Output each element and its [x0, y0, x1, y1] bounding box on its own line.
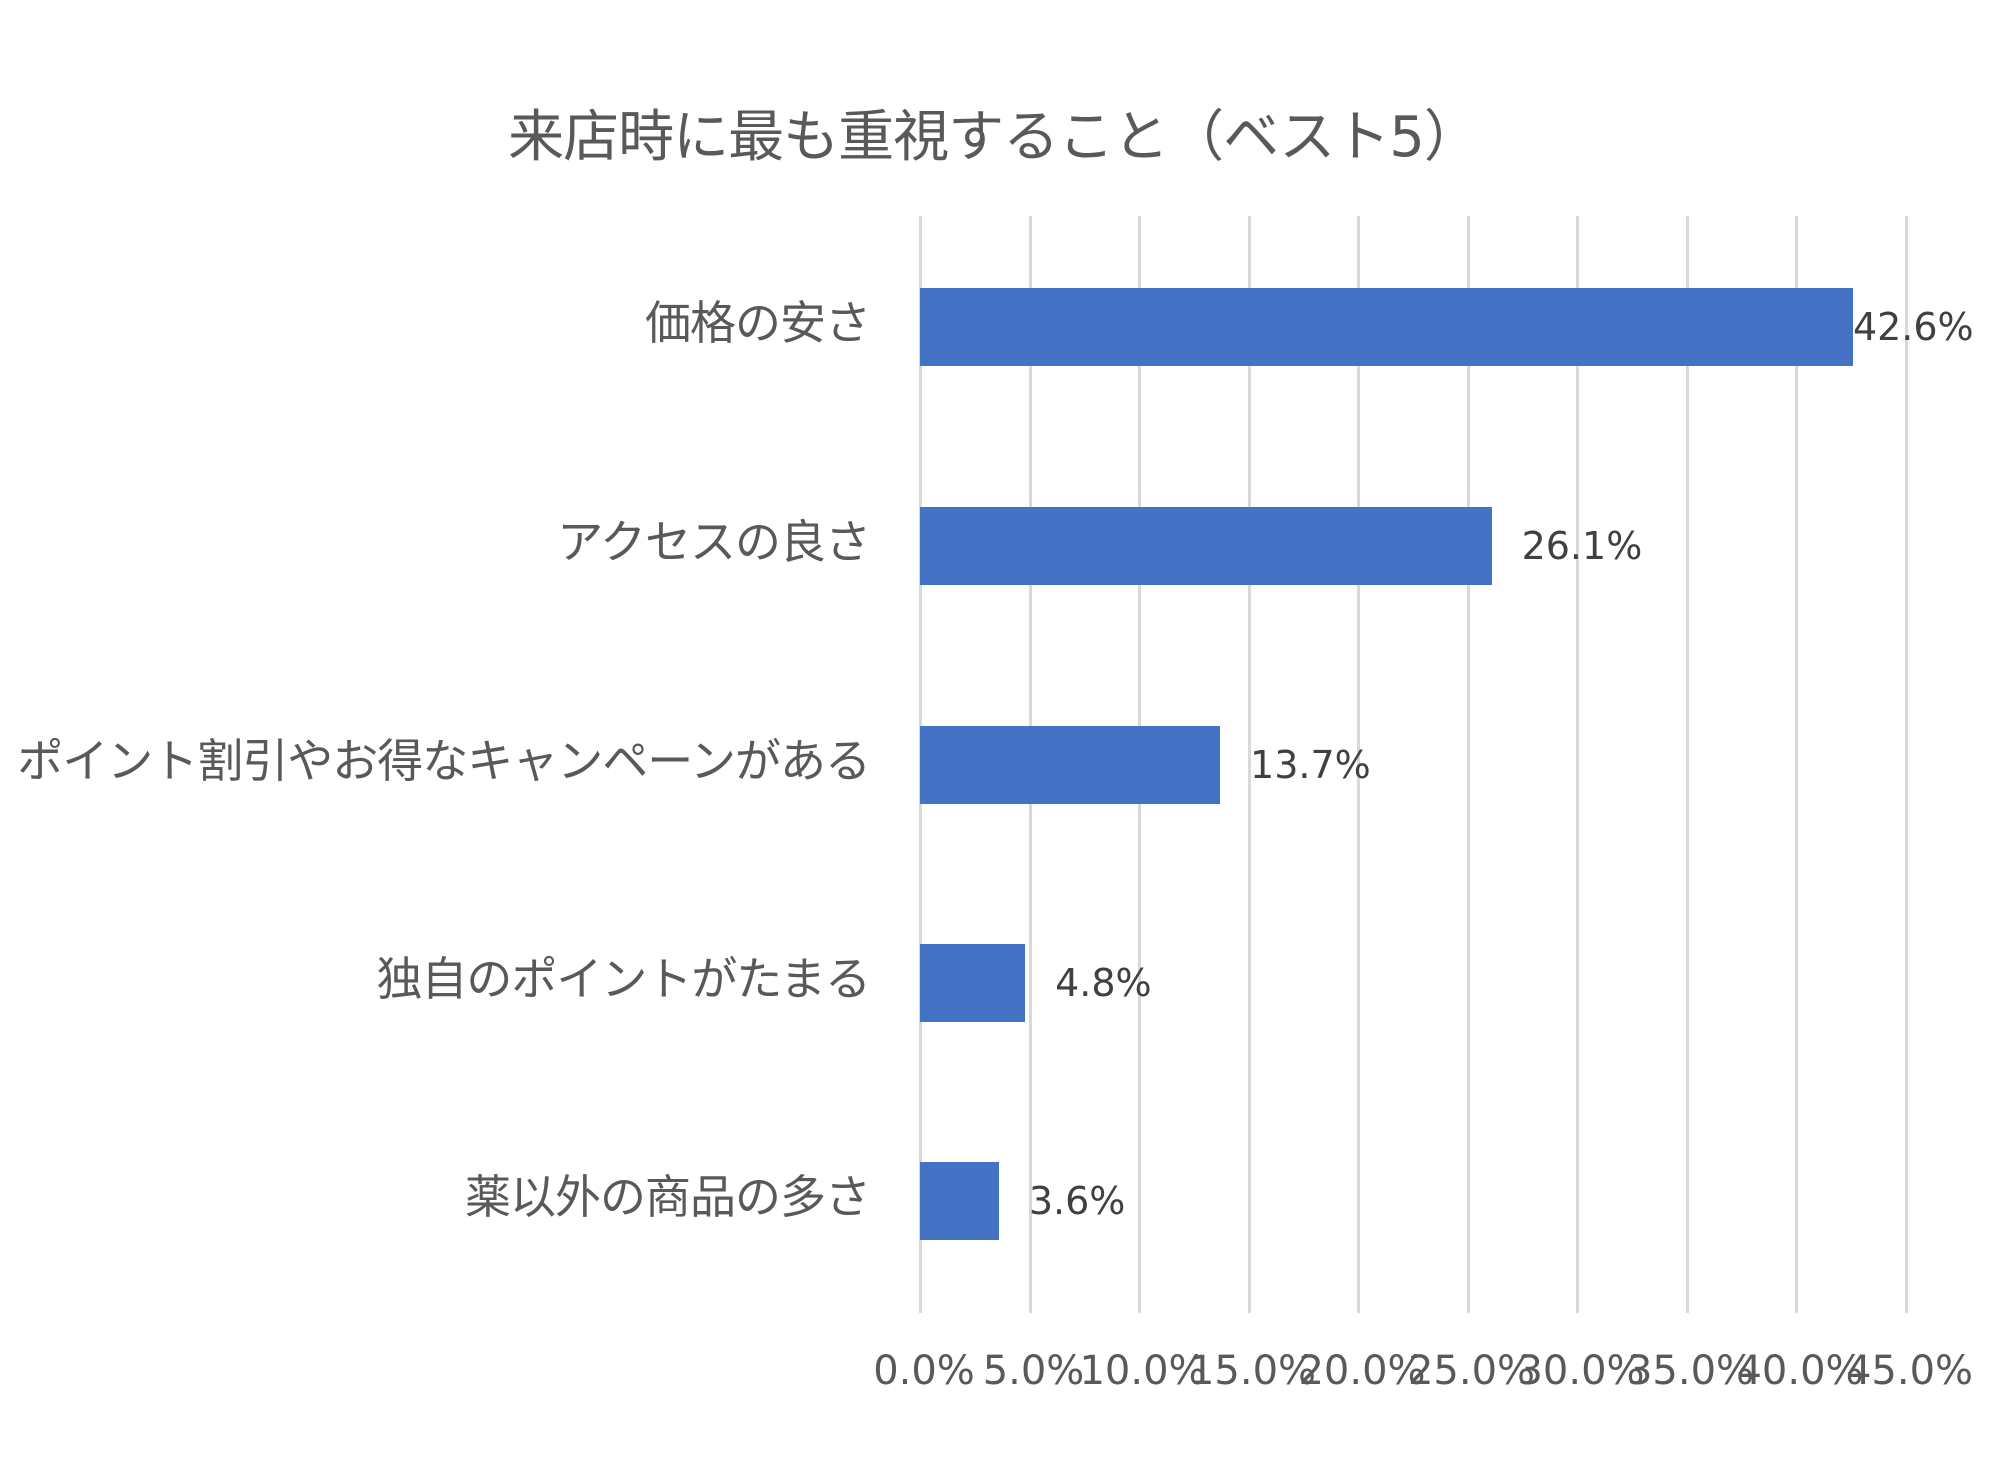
chart-title: 来店時に最も重視すること（ベスト5） — [508, 105, 1480, 170]
bar — [920, 288, 1853, 366]
gridline — [1904, 216, 1908, 1313]
data-label: 13.7% — [1250, 743, 1371, 787]
data-label: 3.6% — [1028, 1179, 1126, 1223]
x-tick-label: 0.0% — [873, 1348, 975, 1394]
x-tick-label: 5.0% — [982, 1348, 1085, 1394]
category-label: 価格の安さ — [645, 296, 871, 350]
data-label: 42.6% — [1852, 305, 1974, 349]
bar — [920, 726, 1221, 804]
bar — [920, 1162, 999, 1240]
gridline — [1247, 216, 1251, 1313]
bar — [920, 507, 1492, 585]
x-tick-label: 40.0% — [1736, 1348, 1864, 1394]
gridline — [1685, 216, 1689, 1313]
gridline — [1466, 216, 1470, 1313]
bar — [920, 944, 1026, 1022]
category-label: 薬以外の商品の多さ — [465, 1170, 871, 1224]
gridline — [1357, 216, 1360, 1313]
x-tick-label: 45.0% — [1845, 1348, 1974, 1394]
x-tick-label: 35.0% — [1626, 1348, 1755, 1394]
gridline — [1795, 216, 1798, 1313]
x-tick-label: 20.0% — [1298, 1348, 1426, 1394]
data-label: 4.8% — [1055, 961, 1152, 1005]
data-label: 26.1% — [1521, 524, 1643, 568]
category-label: ポイント割引やお得なキャンペーンがある — [17, 734, 871, 788]
x-tick-label: 10.0% — [1079, 1348, 1207, 1394]
category-label: 独自のポイントがたまる — [376, 952, 871, 1006]
category-label: アクセスの良さ — [557, 515, 871, 569]
x-tick-label: 25.0% — [1407, 1348, 1536, 1394]
gridline — [1576, 216, 1579, 1313]
x-tick-label: 30.0% — [1517, 1348, 1645, 1394]
x-tick-label: 15.0% — [1188, 1348, 1317, 1394]
